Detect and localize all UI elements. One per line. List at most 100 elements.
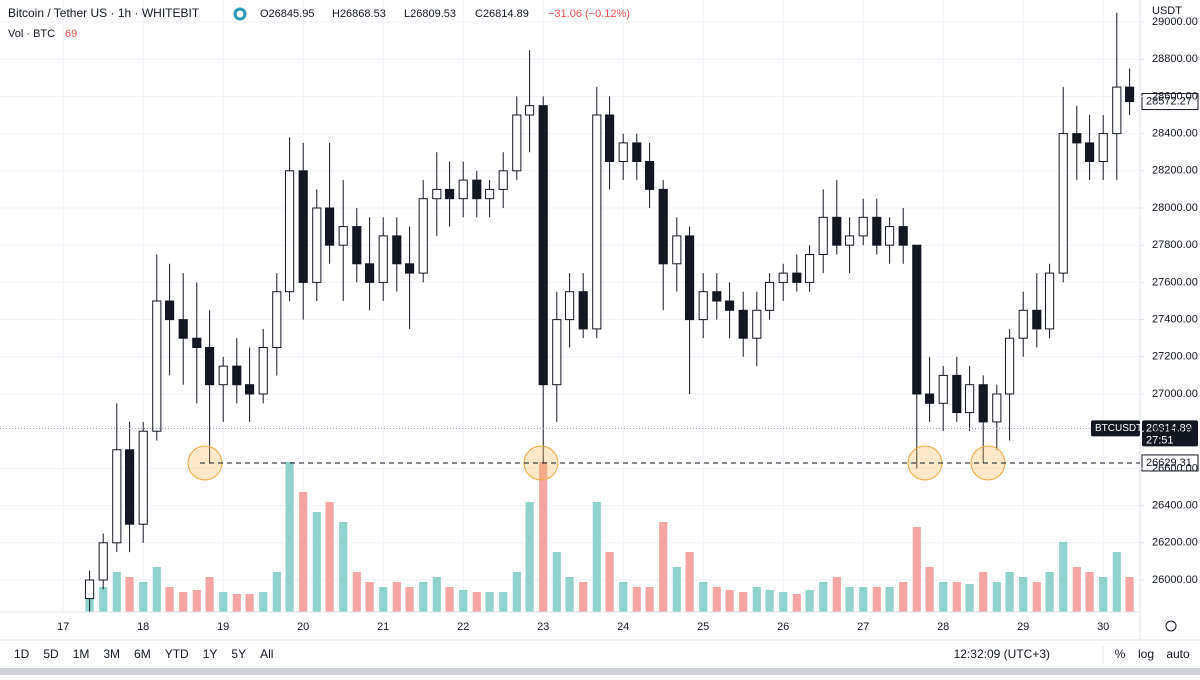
candle-body	[272, 291, 282, 349]
volume-bar	[939, 582, 948, 612]
range-button[interactable]: 6M	[134, 647, 151, 661]
log-button[interactable]: log	[1138, 647, 1154, 661]
y-tick-label: 29000.00	[1152, 16, 1198, 28]
candle-body	[912, 244, 922, 395]
volume-bar	[99, 587, 108, 612]
volume-bar	[472, 592, 481, 612]
volume-bar	[459, 590, 468, 612]
auto-button[interactable]: auto	[1166, 647, 1190, 661]
candle-body	[525, 105, 535, 116]
range-button[interactable]: 5D	[43, 647, 59, 661]
y-tick-label: 28800.00	[1152, 53, 1198, 65]
candle-body	[498, 170, 508, 190]
support-tag	[1141, 454, 1199, 472]
volume-bar	[619, 582, 628, 612]
support-label: 26629.31	[1146, 457, 1192, 469]
clock: 12:32:09 (UTC+3)	[954, 647, 1050, 661]
y-tick-label: 27400.00	[1152, 314, 1198, 326]
volume-label: Vol · BTC	[8, 28, 55, 40]
candle-body	[1005, 337, 1015, 395]
candle-body	[858, 216, 868, 237]
candle-body	[458, 179, 468, 200]
range-button[interactable]: 1Y	[203, 647, 218, 661]
volume-bar	[752, 587, 761, 612]
range-button[interactable]: YTD	[165, 647, 189, 661]
volume-bar	[965, 584, 974, 612]
volume-bar	[952, 582, 961, 612]
volume-bar	[1072, 567, 1081, 612]
candle-body	[965, 384, 975, 414]
candle-body	[592, 114, 602, 330]
candle-body	[565, 291, 575, 321]
candle-body	[138, 430, 148, 525]
bottom-bar	[0, 668, 1200, 675]
candle-body	[165, 300, 175, 321]
volume-bar	[632, 587, 641, 612]
candle-body	[618, 142, 628, 162]
volume-bar	[912, 527, 921, 612]
volume-bar	[765, 590, 774, 612]
range-button[interactable]: 5Y	[231, 647, 246, 661]
candle-body	[685, 235, 695, 321]
x-tick-label: 23	[537, 621, 549, 633]
volume-bar	[125, 577, 134, 612]
y-tick-label: 28400.00	[1152, 128, 1198, 140]
x-tick-label: 30	[1097, 621, 1109, 633]
candle-body	[245, 384, 255, 395]
candle-body	[1112, 86, 1122, 135]
candle-body	[485, 188, 495, 200]
range-button[interactable]: 1D	[14, 647, 30, 661]
candle-body	[392, 235, 402, 265]
volume-bar	[1059, 542, 1068, 612]
volume-bar	[165, 587, 174, 612]
volume-bar	[312, 512, 321, 612]
ohlc-open: O26845.95	[260, 8, 314, 20]
volume-bar	[779, 592, 788, 612]
candle-body	[152, 300, 162, 432]
x-tick-label: 21	[377, 621, 389, 633]
candle-body	[445, 188, 455, 200]
volume-value: 69	[65, 28, 77, 40]
candle-body	[552, 319, 562, 386]
volume-bar	[112, 572, 121, 612]
range-button[interactable]: 1M	[73, 647, 90, 661]
candle-body	[258, 347, 268, 395]
y-tick-label: 27000.00	[1152, 388, 1198, 400]
candle-body	[792, 272, 802, 283]
candle-body	[85, 579, 95, 600]
symbol-title: Bitcoin / Tether US · 1h · WHITEBIT	[8, 6, 200, 20]
settings-icon[interactable]	[1165, 620, 1177, 632]
candle-body	[192, 337, 202, 349]
candle-body	[232, 365, 242, 386]
volume-bar	[832, 577, 841, 612]
candle-body	[725, 300, 735, 311]
candle-body	[872, 216, 882, 246]
candle-body	[605, 114, 615, 162]
volume-bar	[792, 594, 801, 612]
candle-body	[1045, 272, 1055, 330]
ohlc-close: C26814.89	[475, 8, 529, 20]
volume-bar	[725, 590, 734, 612]
candle-body	[898, 226, 908, 246]
status-dot	[233, 7, 247, 21]
volume-bar	[419, 582, 428, 612]
volume-bar	[352, 572, 361, 612]
candle-body	[938, 374, 948, 404]
volume-bar	[272, 572, 281, 612]
volume-bar	[1112, 552, 1121, 612]
currency[interactable]: USDT	[1152, 5, 1182, 17]
ohlc-high: H26868.53	[332, 8, 386, 20]
current-price-tag	[1142, 420, 1198, 447]
x-tick-label: 25	[697, 621, 709, 633]
candle-body	[658, 188, 668, 265]
range-button[interactable]: 3M	[103, 647, 120, 661]
candle-body	[845, 235, 855, 246]
candle-body	[712, 291, 722, 302]
candle-body	[752, 309, 762, 339]
percent-button[interactable]: %	[1115, 647, 1126, 661]
candle-body	[178, 319, 188, 339]
range-button[interactable]: All	[260, 647, 273, 661]
candle-body	[992, 393, 1002, 423]
